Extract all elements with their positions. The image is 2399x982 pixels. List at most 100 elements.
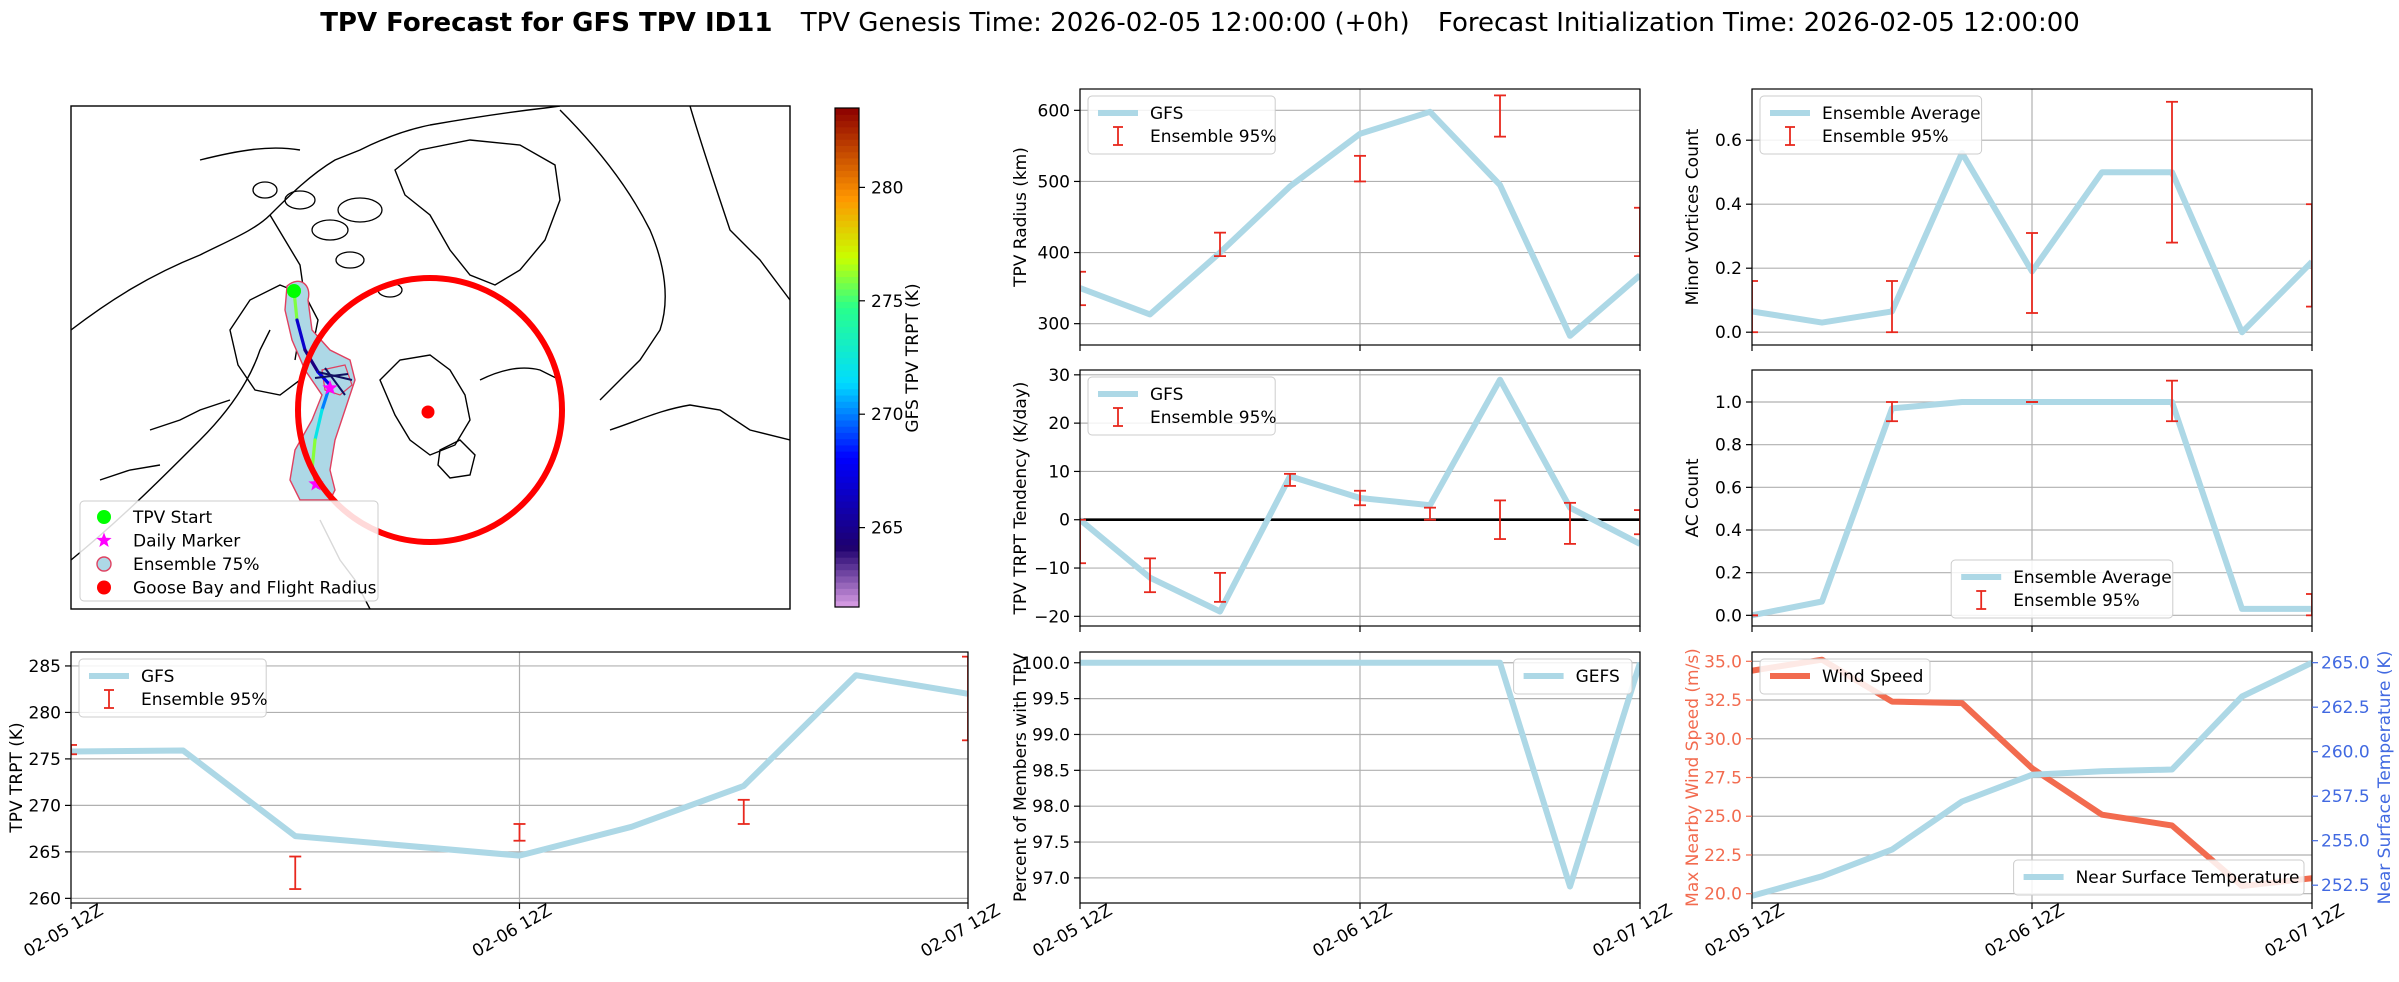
y-right-tick-label: 265.0	[2321, 654, 2370, 674]
colorbar-segment	[835, 451, 859, 458]
colorbar-segment	[835, 276, 859, 284]
y-tick-label: 400	[1038, 244, 1070, 264]
coastline-island	[311, 219, 349, 241]
legend-entry: Ensemble 95%	[141, 690, 268, 710]
colorbar-segment	[835, 270, 859, 278]
colorbar-segment	[835, 176, 859, 184]
chart-ac: 0.0 0.2 0.4 0.6 0.8 1.0 AC Count Ensemble Avera…	[1683, 369, 2313, 632]
series-line	[1080, 108, 1640, 339]
y-tick-label: 0.8	[1715, 436, 1742, 456]
y-tick-label: 100.0	[1021, 654, 1070, 674]
legend: Near Surface Temperature	[2013, 859, 2305, 896]
colorbar-segment	[835, 532, 859, 539]
y-tick-label: 0.2	[1715, 564, 1742, 584]
chart-trpt: 260 265 270 275 280 285 02-05 12Z 02-06 12Z 02-0…	[7, 651, 1004, 962]
y-right-tick-label: 255.0	[2321, 832, 2370, 852]
y-tick-label: 0.0	[1715, 323, 1742, 343]
y-tick-label: 98.5	[1032, 761, 1070, 781]
y-tick-label: 20	[1048, 414, 1070, 434]
coastline-island	[335, 251, 365, 269]
y-tick-label: 0.6	[1715, 131, 1742, 151]
colorbar-segment	[835, 195, 859, 203]
y-tick-label: 300	[1038, 315, 1070, 335]
y-tick-label: 265	[29, 843, 61, 863]
member-track	[324, 367, 346, 396]
colorbar-segment	[835, 394, 859, 402]
goose-bay-marker	[421, 405, 435, 419]
colorbar-segment	[835, 538, 859, 546]
legend-frame	[1759, 658, 1931, 695]
x-tick-label: 02-05 12Z	[1030, 900, 1116, 961]
member-track	[314, 373, 349, 379]
x-tick-label: 02-06 12Z	[1310, 900, 1396, 961]
colorbar-segment	[835, 376, 859, 384]
legend: Ensemble Average Ensemble 95%	[1759, 95, 1983, 155]
chart-wind: 20.0 22.5 25.0 27.5 30.0 32.5 35.0 02-05 12Z 02-…	[1683, 648, 2395, 962]
colorbar-segment	[835, 438, 859, 446]
colorbar-segment	[835, 214, 859, 221]
colorbar-segment	[835, 182, 859, 190]
coastline-labrador	[379, 354, 471, 456]
y-axis-label: TPV TRPT Tendency (K/day)	[1011, 382, 1031, 616]
colorbar-segment	[835, 226, 859, 234]
colorbar-segment	[835, 463, 859, 471]
colorbar-tick-label: 265	[871, 519, 903, 539]
colorbar-segment	[835, 419, 859, 427]
colorbar-segment	[835, 145, 859, 153]
colorbar-segment	[835, 201, 859, 209]
x-tick-label: 02-07 12Z	[2262, 900, 2348, 961]
legend-frame	[1513, 658, 1633, 695]
map-frame	[70, 105, 791, 610]
x-tick-label: 02-06 12Z	[469, 900, 555, 961]
colorbar-segment	[835, 326, 859, 334]
legend-daily-swatch	[96, 532, 112, 547]
colorbar-segment	[835, 132, 859, 140]
colorbar-segment	[835, 563, 859, 571]
colorbar-segment	[835, 263, 859, 271]
suptitle-genesis: TPV Genesis Time: 2026-02-05 12:00:00 (+…	[800, 8, 1410, 38]
legend: GFS Ensemble 95%	[78, 658, 268, 718]
legend-entry: Ensemble 95%	[2013, 591, 2140, 611]
daily-marker	[308, 476, 324, 491]
tpv-start-marker	[287, 284, 301, 298]
flight-radius-circle	[295, 275, 565, 545]
colorbar-segment	[835, 382, 859, 390]
map-legend-entry: TPV Start	[132, 508, 213, 528]
coastline-greenland	[394, 139, 561, 286]
y-tick-label: 99.0	[1032, 725, 1070, 745]
legend: Wind Speed	[1759, 658, 1931, 695]
colorbar-segment	[835, 126, 859, 134]
y-tick-label: 30.0	[1704, 730, 1742, 750]
colorbar-segment	[835, 157, 859, 165]
y-tick-label: 0.4	[1715, 521, 1742, 541]
legend-entry: Near Surface Temperature	[2076, 868, 2300, 888]
colorbar-label: GFS TPV TRPT (K)	[903, 283, 923, 432]
colorbar-tick-label: 280	[871, 178, 903, 198]
x-tick-label: 02-07 12Z	[1590, 900, 1676, 961]
map-legend-frame	[79, 500, 379, 602]
y-tick-label: 97.0	[1032, 869, 1070, 889]
track-segment	[316, 370, 332, 387]
colorbar-segment	[835, 313, 859, 321]
colorbar-tick-label: 275	[871, 292, 903, 312]
colorbar-segment	[835, 525, 859, 533]
colorbar-segment	[835, 307, 859, 315]
coastline	[689, 106, 790, 301]
coastline-island	[284, 190, 316, 210]
figure-suptitle: TPV Forecast for GFS TPV ID11 TPV Genesi…	[320, 8, 2080, 38]
map-legend: TPV Start Daily Marker Ensemble 75% Goose B…	[79, 500, 379, 602]
colorbar-segment	[835, 363, 859, 371]
colorbar-segment	[835, 369, 859, 377]
colorbar-segment	[835, 189, 859, 196]
map-legend-entry: Ensemble 75%	[133, 555, 260, 575]
y-tick-label: 0.2	[1715, 259, 1742, 279]
colorbar-segment	[835, 164, 859, 171]
colorbar-segment	[835, 401, 859, 408]
x-tick-label: 02-06 12Z	[1982, 900, 2068, 961]
colorbar-segment	[835, 519, 859, 527]
y-tick-label: 25.0	[1704, 807, 1742, 827]
y-tick-label: 27.5	[1704, 769, 1742, 789]
coastline	[609, 404, 790, 441]
colorbar-segment	[835, 320, 859, 327]
